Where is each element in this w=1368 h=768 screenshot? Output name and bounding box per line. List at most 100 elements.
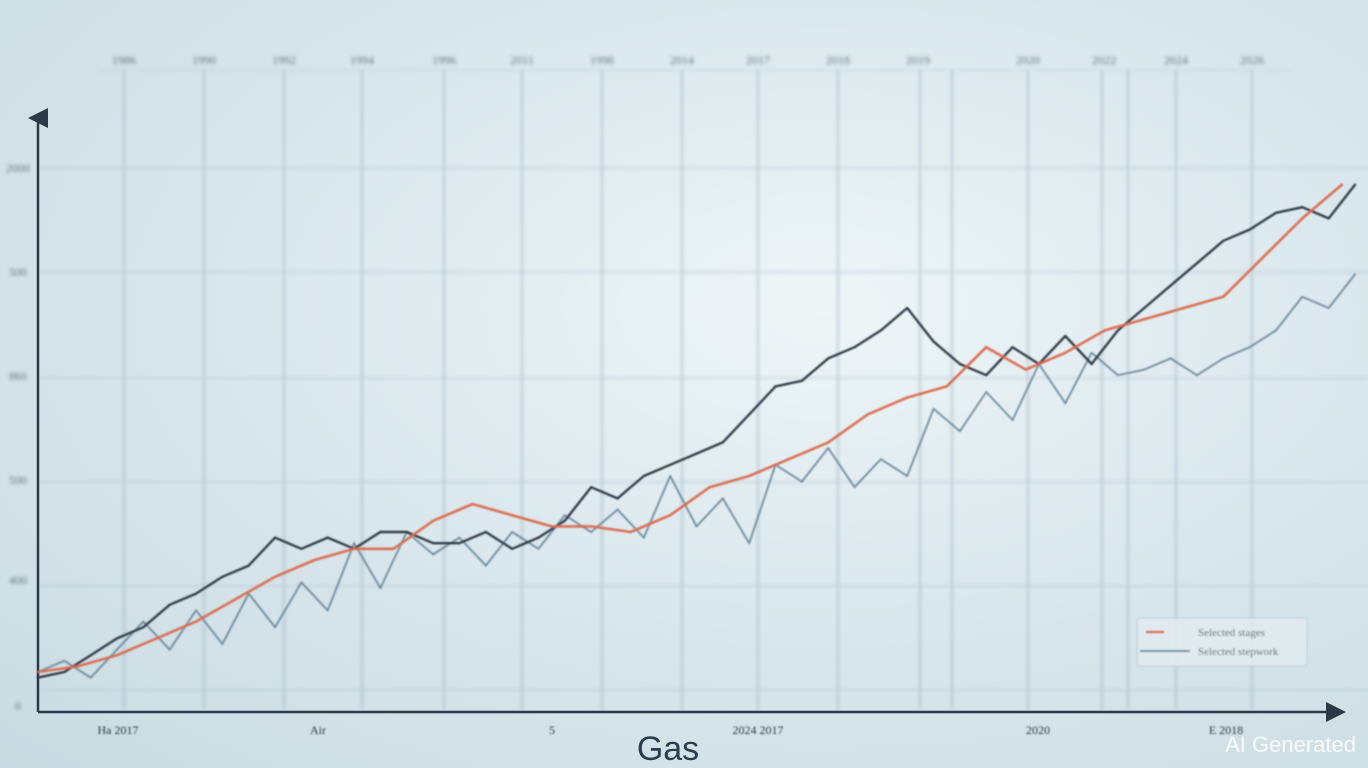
data-point-dark — [89, 654, 92, 656]
data-point-dark — [1275, 212, 1277, 214]
x-top-tick-label: 2011 — [510, 53, 534, 67]
data-point-dark — [221, 576, 224, 578]
data-point-dark — [485, 531, 487, 533]
data-point-dark — [985, 374, 987, 377]
data-point-red — [1301, 217, 1304, 220]
data-point-dark — [880, 329, 882, 332]
data-point-red — [195, 620, 197, 623]
data-point-blue — [1354, 273, 1356, 276]
data-point-red — [353, 548, 355, 550]
data-point-blue — [1248, 346, 1251, 349]
data-point-blue — [906, 475, 908, 477]
data-point-dark — [853, 346, 856, 349]
data-point-dark — [168, 604, 171, 606]
data-point-red — [432, 520, 434, 522]
data-point-dark — [827, 357, 829, 360]
data-point-blue — [748, 542, 750, 544]
data-point-red — [116, 654, 118, 656]
data-point-blue — [195, 609, 197, 612]
x-top-tick-label: 2022 — [1092, 53, 1116, 67]
grid — [38, 69, 1368, 710]
data-point-blue — [1090, 352, 1093, 354]
data-point-blue — [353, 542, 355, 544]
data-point-dark — [1011, 346, 1014, 349]
data-point-red — [37, 671, 39, 673]
y-tick-label: 2000 — [6, 161, 30, 175]
x-top-tick-label: 2014 — [670, 53, 694, 67]
data-point-dark — [774, 385, 777, 388]
y-tick-label: 860 — [9, 369, 27, 383]
data-point-blue — [432, 553, 434, 556]
x-bottom-labels: Ha 2017 Air 5 2024 2017 2020 E 2018 — [98, 723, 1244, 737]
data-point-red — [1341, 184, 1343, 186]
data-point-red — [550, 525, 553, 528]
data-point-red — [708, 486, 711, 489]
data-point-dark — [1248, 228, 1251, 231]
data-point-dark — [1327, 217, 1330, 220]
x-bottom-label: 2020 — [1026, 723, 1050, 737]
data-point-red — [1104, 329, 1106, 332]
data-point-red — [511, 514, 513, 516]
y-tick-label: 500 — [9, 265, 27, 279]
data-point-blue — [1143, 368, 1146, 371]
data-point-dark — [906, 307, 908, 309]
data-point-red — [1222, 296, 1225, 298]
data-point-blue — [1301, 296, 1304, 298]
data-point-blue — [1327, 307, 1330, 309]
data-point-red — [590, 525, 592, 528]
data-point-dark — [643, 475, 645, 477]
data-point-dark — [142, 626, 145, 628]
data-point-dark — [616, 497, 619, 500]
data-point-blue — [1222, 357, 1225, 360]
y-tick-labels: 0 400 500 860 500 2000 — [6, 161, 30, 713]
x-top-tick-label: 2019 — [906, 53, 930, 67]
data-point-dark — [590, 486, 592, 489]
data-point-dark — [63, 671, 66, 673]
data-point-red — [787, 458, 790, 461]
data-point-red — [1025, 368, 1027, 371]
x-top-tick-label: 1986 — [112, 53, 136, 67]
data-point-dark — [1301, 206, 1304, 208]
x-top-tick-label: 2024 — [1164, 53, 1188, 67]
series-group — [36, 183, 1357, 679]
data-point-dark — [37, 676, 39, 679]
data-point-dark — [274, 536, 276, 539]
x-bottom-label: 5 — [549, 723, 555, 737]
data-point-blue — [379, 587, 382, 589]
data-point-blue — [1117, 374, 1119, 377]
data-point-blue — [616, 508, 619, 511]
data-point-dark — [1090, 363, 1093, 365]
data-point-blue — [326, 609, 329, 612]
data-point-blue — [274, 626, 276, 628]
data-point-dark — [801, 380, 803, 382]
data-point-blue — [985, 391, 987, 393]
data-point-dark — [116, 637, 118, 640]
y-tick-label: 400 — [9, 573, 27, 587]
data-point-blue — [853, 486, 856, 489]
y-tick-label: 500 — [9, 473, 27, 487]
x-top-tick-label: 1996 — [432, 53, 456, 67]
data-point-blue — [932, 408, 935, 410]
data-point-dark — [1222, 240, 1225, 242]
data-point-dark — [511, 548, 513, 550]
data-point-blue — [590, 531, 592, 533]
data-point-dark — [1064, 335, 1067, 337]
data-point-blue — [168, 648, 171, 651]
data-point-red — [471, 503, 474, 505]
data-point-blue — [1169, 357, 1172, 360]
data-point-blue — [1011, 419, 1014, 421]
data-point-dark — [1117, 329, 1119, 332]
data-point-red — [1262, 256, 1264, 259]
data-point-blue — [458, 536, 461, 539]
x-top-tick-label: 1998 — [590, 53, 614, 67]
data-point-dark — [379, 531, 382, 533]
legend-box — [1136, 617, 1308, 667]
data-point-red — [313, 559, 316, 561]
data-point-dark — [247, 564, 250, 567]
data-point-dark — [406, 531, 408, 533]
data-point-red — [748, 475, 750, 477]
data-point-dark — [564, 520, 566, 522]
data-point-dark — [959, 363, 961, 365]
series-line-red — [36, 183, 1344, 674]
